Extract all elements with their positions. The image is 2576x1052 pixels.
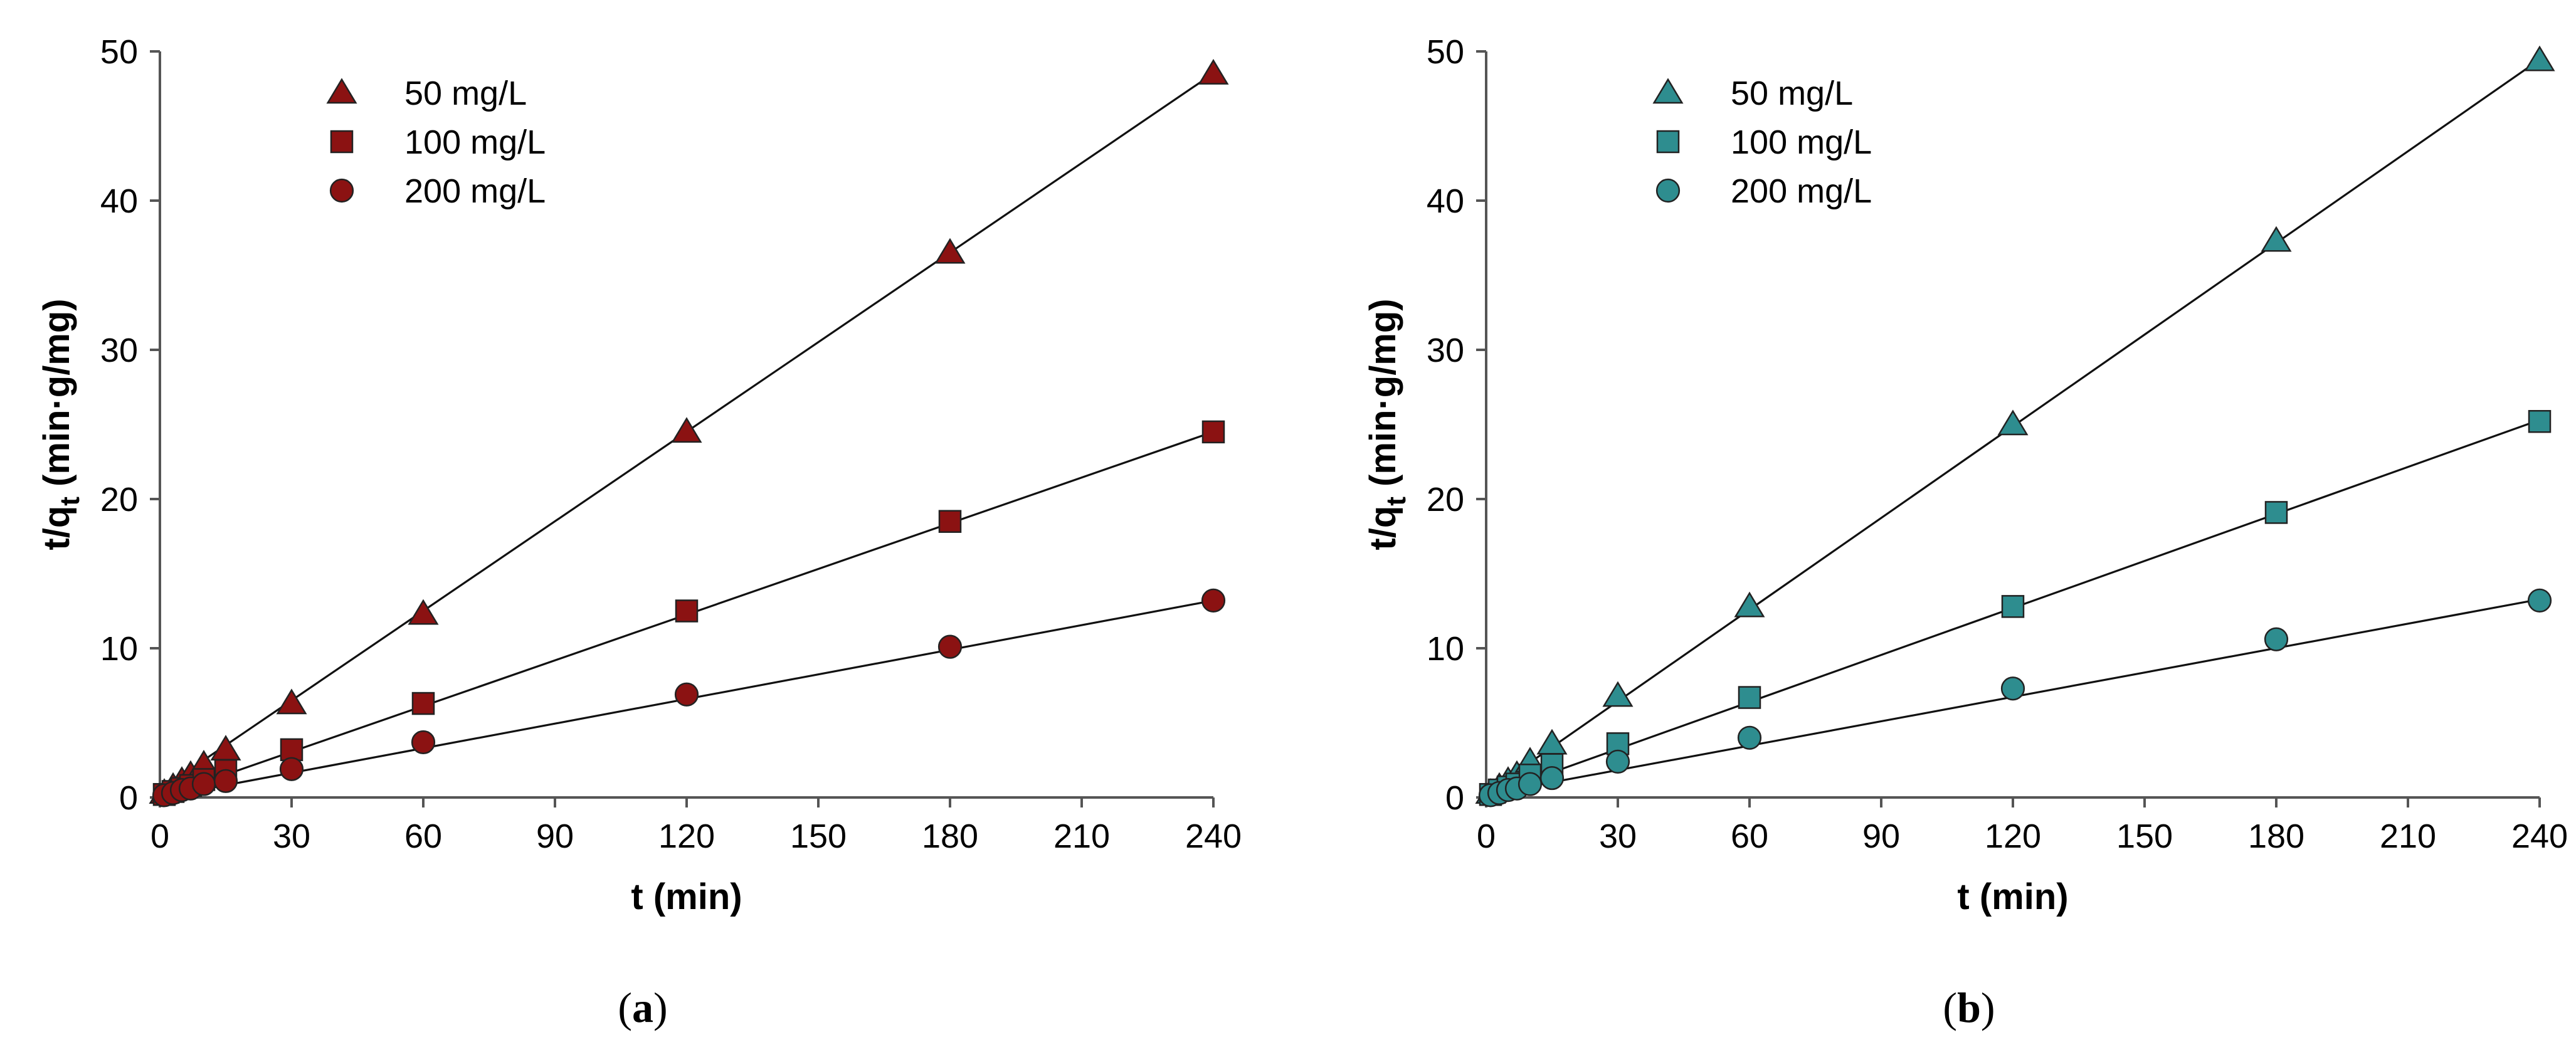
data-point-triangle [1602,681,1634,707]
y-tick-label: 30 [1427,332,1464,369]
x-tick-label: 180 [922,818,978,855]
data-point-triangle [1536,729,1568,755]
x-tick-label: 120 [1985,818,2041,855]
data-point-triangle [1734,591,1765,618]
data-point-triangle [408,599,439,625]
y-tick-label: 50 [1427,33,1464,71]
y-axis-title: t/qt (min·g/mg) [36,298,85,550]
y-axis-title-main: t/q [36,506,77,550]
data-point-square [938,510,962,533]
panel-label: (a) [618,984,667,1031]
data-point-circle [2527,588,2552,613]
data-point-circle [213,769,238,793]
legend-label: 200 mg/L [1731,172,1872,210]
x-tick-label: 0 [1477,818,1496,855]
y-axis-title-subscript: t [55,497,85,506]
panel-label-letter: a [632,984,653,1031]
data-point-triangle [276,688,307,715]
y-tick-label: 10 [1427,630,1464,668]
data-point-square [1738,686,1761,709]
x-tick-label: 150 [790,818,847,855]
x-tick-label: 60 [404,818,442,855]
y-tick-label: 30 [100,332,138,369]
x-tick-label: 240 [2511,818,2568,855]
x-tick-label: 90 [1862,818,1900,855]
x-tick-label: 180 [2248,818,2304,855]
legend-marker-circle [329,178,354,203]
legend-label: 100 mg/L [1731,124,1872,161]
x-tick-label: 120 [658,818,715,855]
y-axis-title-main: t/q [1363,506,1403,550]
data-point-triangle [934,238,966,264]
data-point-circle [1605,749,1630,774]
data-point-circle [674,682,699,707]
y-axis-title-subscript: t [1381,497,1412,506]
y-tick-label: 40 [100,182,138,220]
x-tick-label: 0 [150,818,169,855]
y-tick-label: 40 [1427,182,1464,220]
data-point-square [675,599,699,623]
data-point-circle [937,634,963,659]
panel-label-close: ) [1981,984,1995,1031]
data-point-triangle [1198,59,1229,85]
data-point-circle [2000,676,2025,701]
legend-marker-triangle [1652,78,1684,104]
data-point-circle [1737,725,1762,750]
legend-marker-square [330,130,354,154]
legend-label: 50 mg/L [404,75,527,112]
legend-label: 200 mg/L [404,172,546,210]
data-point-triangle [1997,409,2029,436]
panel-label: (b) [1943,984,1995,1031]
panel-label-open: ( [618,984,632,1031]
x-tick-label: 210 [1053,818,1110,855]
x-tick-label: 210 [2380,818,2436,855]
data-point-square [1201,420,1225,444]
y-tick-label: 20 [1427,481,1464,518]
data-point-circle [411,730,436,755]
panel-label-letter: b [1957,984,1981,1031]
x-tick-label: 60 [1731,818,1768,855]
legend-marker-square [1656,130,1680,154]
data-point-circle [1201,588,1226,613]
data-point-triangle [671,417,702,443]
y-tick-label: 0 [119,779,138,817]
x-axis-title: t (min) [1957,876,2068,917]
legend-label: 100 mg/L [404,124,546,161]
x-tick-label: 90 [536,818,574,855]
y-tick-label: 20 [100,481,138,518]
data-point-circle [279,757,304,781]
x-tick-label: 30 [1599,818,1637,855]
legend-label: 50 mg/L [1731,75,1853,112]
x-tick-label: 30 [273,818,310,855]
panel-label-close: ) [653,984,668,1031]
chart-panel-b: 0 30 60 90 120 150 180 210 240 0 10 20 30 40 50 t (min)… [1363,33,2568,1031]
data-point-square [2001,595,2025,618]
data-point-square [2264,501,2288,524]
data-point-triangle [2524,45,2555,71]
chart-panel-a: 0 30 60 90 120 150 180 210 240 0 10 20 30 40 50 t (min)… [36,33,1242,1031]
data-point-square [411,692,435,715]
x-tick-label: 150 [2116,818,2173,855]
data-point-square [2528,409,2552,433]
legend-marker-triangle [326,78,357,104]
x-axis-title: t (min) [631,876,742,917]
legend-marker-circle [1655,178,1681,203]
y-axis-title-unit: (min·g/mg) [36,298,77,497]
y-tick-label: 50 [100,33,138,71]
data-point-circle [1518,772,1543,796]
panel-label-open: ( [1943,984,1957,1031]
data-point-circle [1539,765,1565,791]
y-tick-label: 10 [100,630,138,668]
y-axis-title: t/qt (min·g/mg) [1363,298,1412,550]
y-axis-title-unit: (min·g/mg) [1363,298,1403,497]
data-point-circle [2264,627,2289,651]
data-point-triangle [210,735,241,761]
data-point-triangle [2261,226,2292,252]
y-tick-label: 0 [1445,779,1464,817]
x-tick-label: 240 [1185,818,1242,855]
data-point-circle [191,772,216,796]
